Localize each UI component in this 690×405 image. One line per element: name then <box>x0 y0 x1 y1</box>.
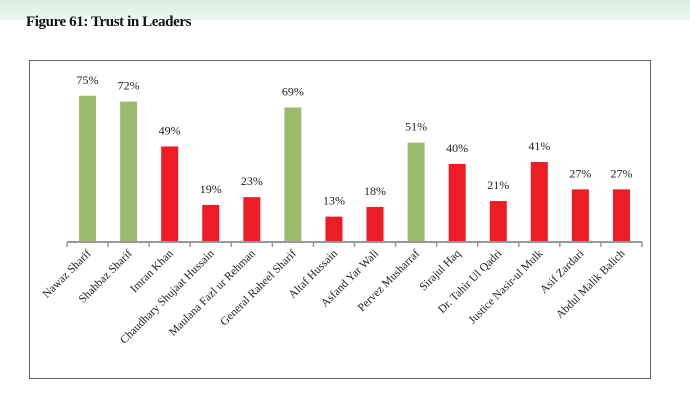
data-label: 49% <box>159 123 181 137</box>
bar <box>79 95 97 242</box>
tick-label: Abdul Malik Balich <box>554 247 628 321</box>
bar <box>120 101 138 242</box>
data-label: 18% <box>364 184 386 198</box>
data-label: 21% <box>487 178 509 192</box>
figure-title: Figure 61: Trust in Leaders <box>26 14 192 30</box>
data-label: 19% <box>200 182 222 196</box>
data-label: 23% <box>241 174 263 188</box>
bar <box>489 201 507 242</box>
data-label: 40% <box>446 141 468 155</box>
data-label: 27% <box>569 166 591 180</box>
top-banner <box>0 0 690 20</box>
bar <box>161 146 179 242</box>
bar <box>325 216 343 242</box>
tick-label: General Raheel Sharif <box>218 248 299 329</box>
data-label: 13% <box>323 194 345 208</box>
bar <box>366 206 384 242</box>
data-label: 75% <box>77 73 99 87</box>
bar <box>612 189 630 242</box>
data-label: 41% <box>528 139 550 153</box>
bar <box>243 197 261 242</box>
data-label: 51% <box>405 120 427 134</box>
data-label: 69% <box>282 84 304 98</box>
chart-frame <box>29 60 651 379</box>
bar <box>448 164 466 242</box>
data-label: 27% <box>610 166 632 180</box>
bar <box>530 162 548 242</box>
bar <box>571 189 589 242</box>
tick-label: Justice Nasir-ul Mulk <box>467 247 546 326</box>
data-label: 72% <box>118 79 140 93</box>
bar <box>202 204 220 242</box>
bar <box>407 142 425 242</box>
bar <box>284 107 302 242</box>
